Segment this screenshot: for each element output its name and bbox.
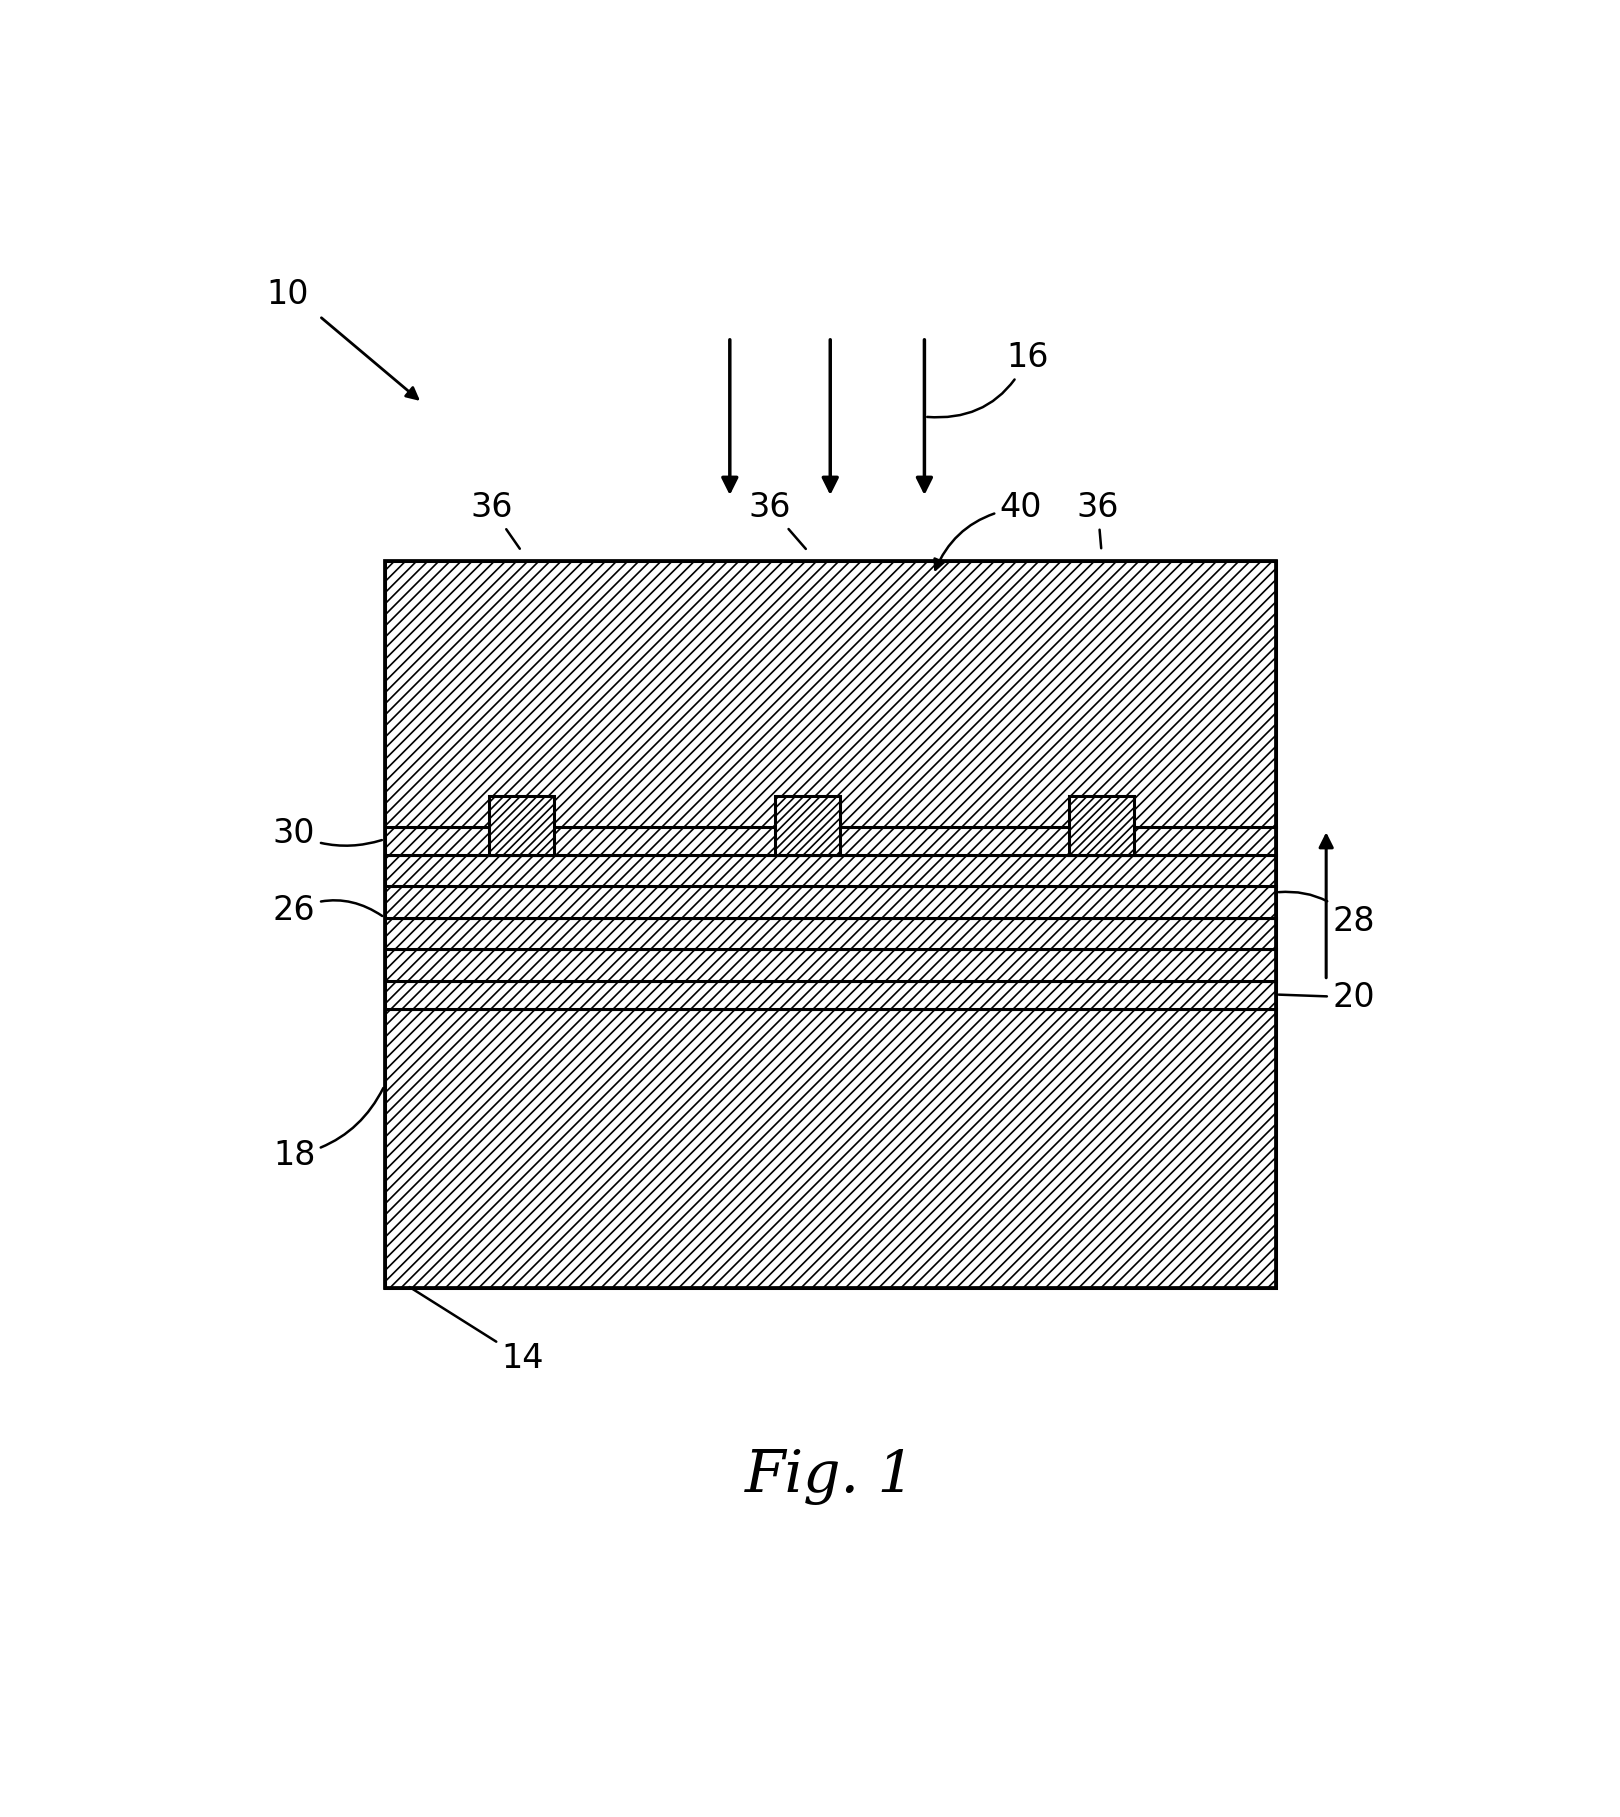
Text: 36: 36 [748, 491, 805, 549]
Bar [384, 981, 1277, 1008]
Text: 20: 20 [1278, 981, 1375, 1014]
Bar [384, 561, 1277, 1288]
Bar [384, 948, 1277, 981]
Text: 14: 14 [410, 1286, 544, 1375]
Bar [1069, 796, 1134, 854]
Bar [384, 854, 1277, 887]
Text: 26: 26 [272, 894, 382, 927]
Bar [384, 1008, 1277, 1288]
Bar [384, 561, 1277, 827]
Text: 10: 10 [267, 278, 309, 311]
Text: 36: 36 [1076, 491, 1119, 549]
Text: Fig. 1: Fig. 1 [745, 1448, 915, 1506]
Text: 16: 16 [927, 342, 1048, 418]
Bar [774, 796, 841, 854]
Text: 36: 36 [470, 491, 520, 549]
Bar [489, 796, 554, 854]
Text: 28: 28 [1278, 892, 1375, 938]
Bar [384, 887, 1277, 918]
Text: 40: 40 [935, 491, 1042, 571]
Text: 30: 30 [272, 818, 382, 850]
Bar [384, 918, 1277, 948]
Text: 18: 18 [272, 1088, 384, 1172]
Bar [384, 827, 1277, 854]
